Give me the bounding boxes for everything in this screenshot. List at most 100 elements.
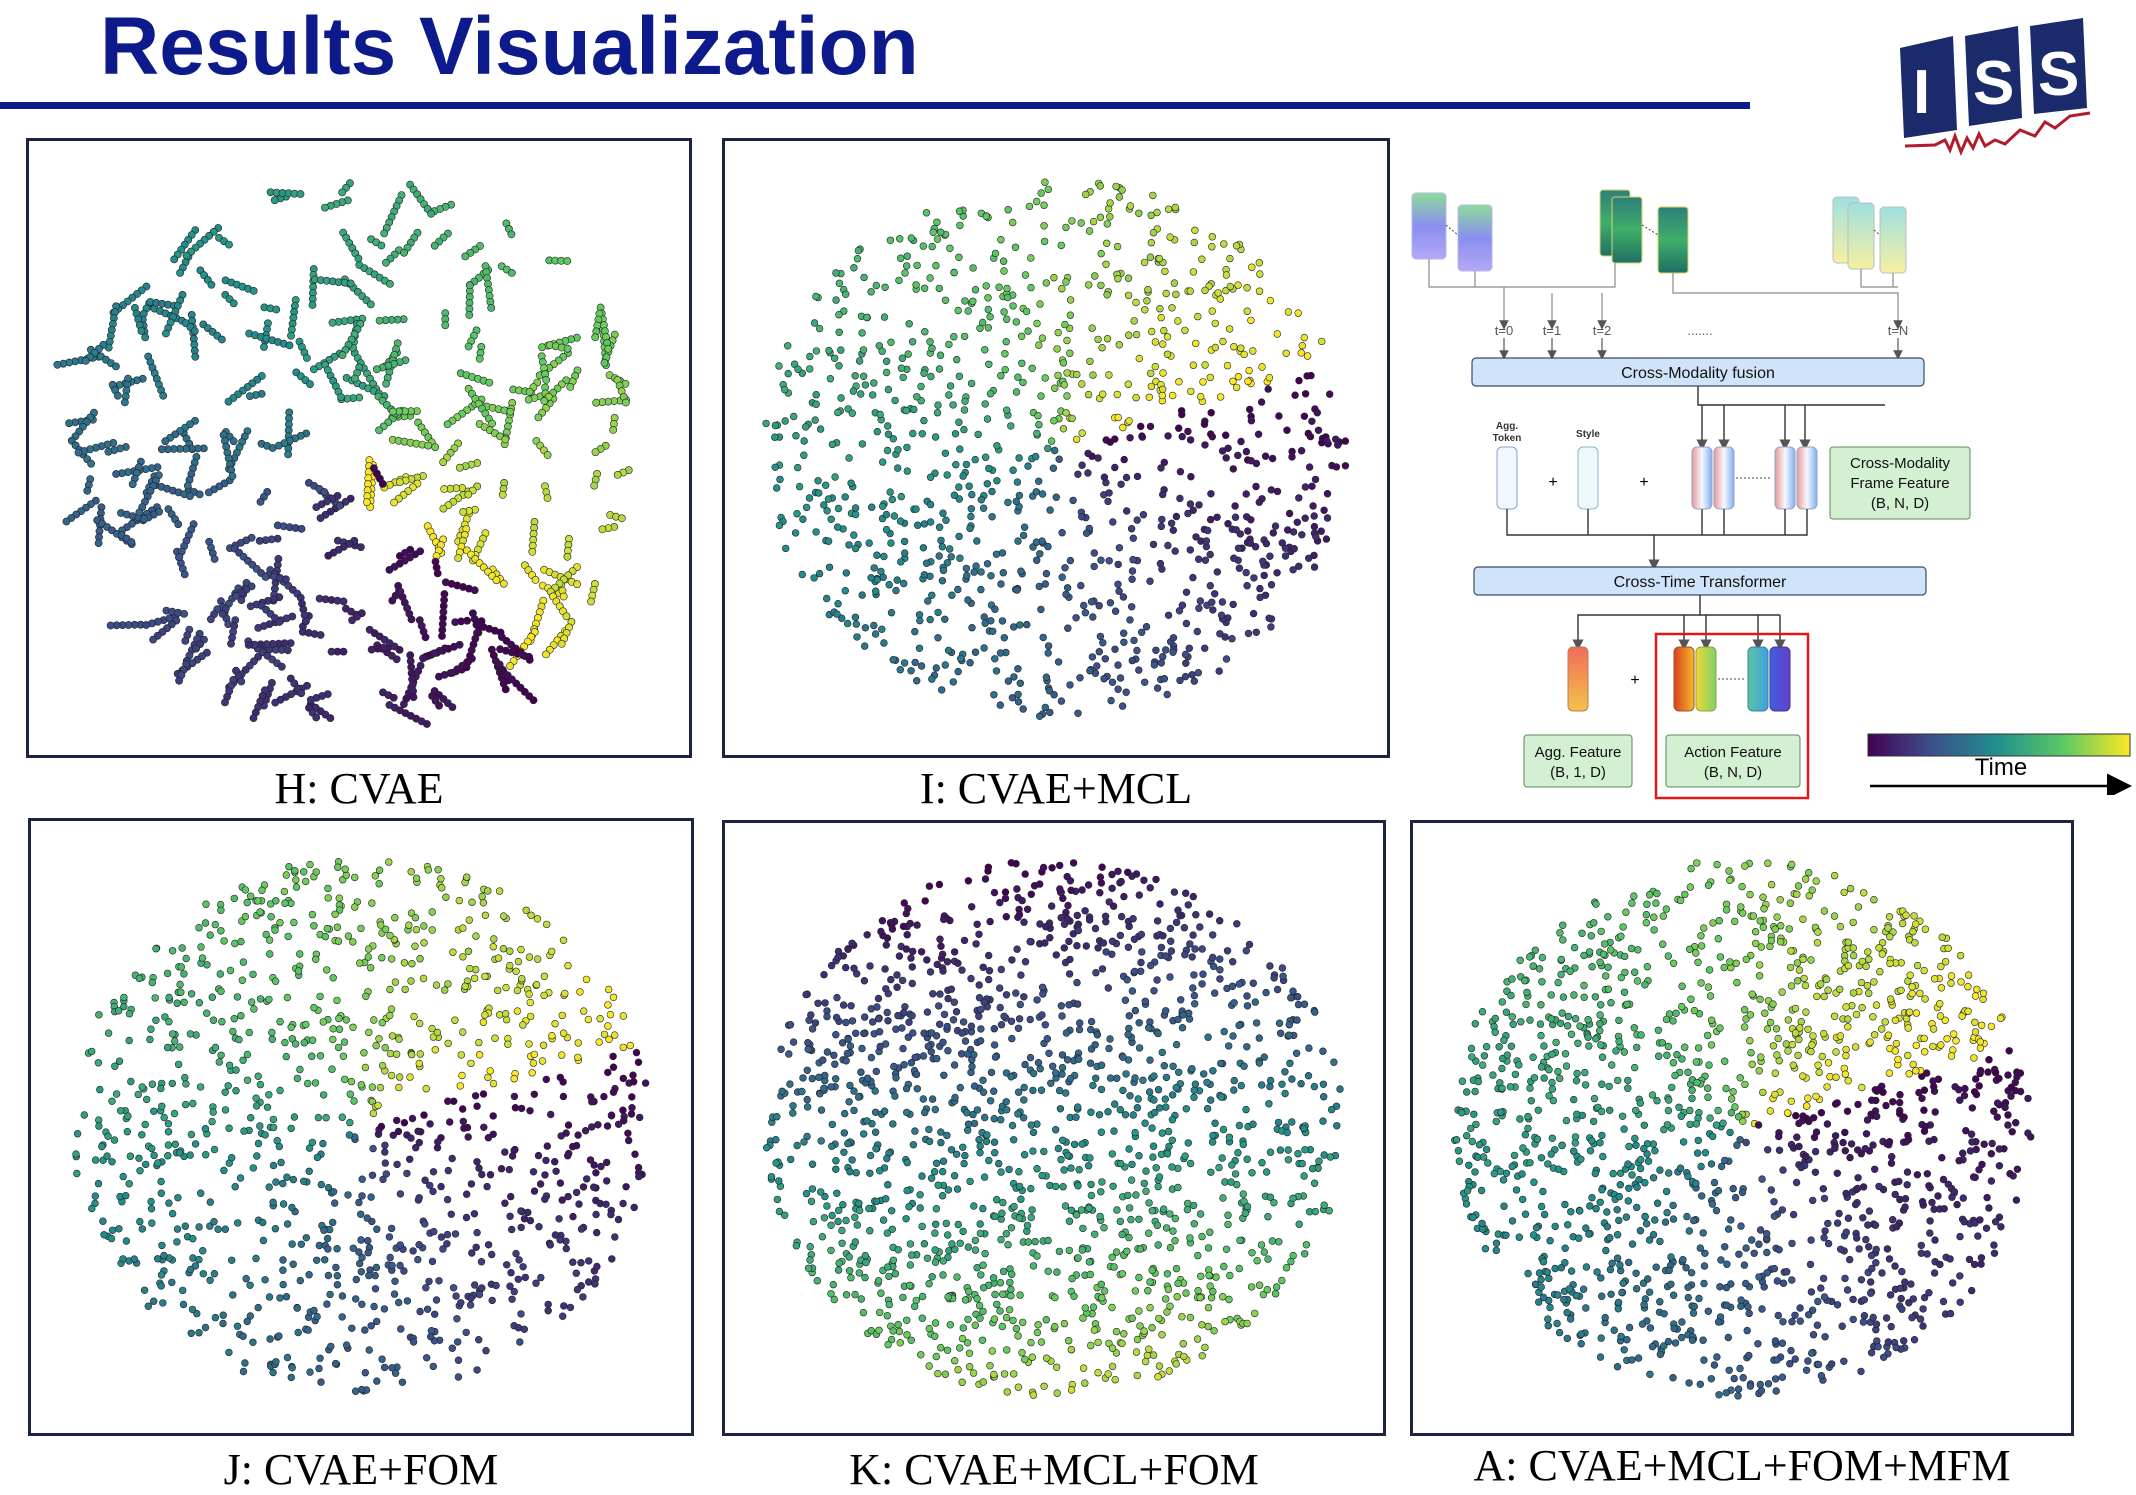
scatter-point [135,1154,143,1162]
scatter-point [1186,287,1194,295]
scatter-point [808,1160,817,1168]
scatter-point [882,510,891,519]
scatter-point [940,915,948,924]
scatter-point [354,254,363,263]
scatter-point [850,964,858,973]
scatter-point [227,639,235,648]
scatter-point [1149,228,1158,237]
scatter-point [1108,950,1116,959]
scatter-point [950,1172,959,1180]
scatter-point [955,418,963,426]
scatter-point [241,886,250,894]
scatter-point [981,619,989,627]
scatter-point [1141,997,1149,1006]
scatter-point [996,701,1004,709]
scatter-point [150,1151,158,1160]
scatter-point [833,1189,841,1197]
scatter-point [828,1142,836,1150]
scatter-point [635,1113,644,1122]
scatter-point [149,635,157,644]
scatter-point [609,1063,618,1071]
scatter-point [1059,894,1067,903]
scatter-point [210,1270,219,1278]
scatter-point [809,1217,818,1226]
scatter-point [1138,628,1146,636]
scatter-point [279,1256,287,1264]
scatter-point [297,1240,305,1248]
scatter-point [1322,535,1331,543]
scatter-point [94,1179,103,1188]
scatter-point [841,963,850,972]
scatter-point [990,1370,998,1379]
scatter-point [282,1052,291,1061]
scatter-point [130,1255,139,1263]
tsne-panel-k [722,820,1386,1436]
scatter-point [407,615,416,624]
scatter-point [1193,1335,1202,1343]
scatter-point [845,1253,853,1261]
scatter-point [1172,1264,1181,1273]
scatter-point [967,974,975,983]
scatter-point [518,975,526,983]
scatter-point [1057,1155,1065,1164]
scatter-point [1158,565,1166,573]
scatter-point [497,1165,506,1173]
scatter-point [250,1005,258,1013]
scatter-point [1154,1029,1162,1038]
scatter-point [1141,1357,1150,1366]
scatter-point [798,1087,806,1096]
scatter-point [952,1008,961,1016]
scatter-point [1243,1155,1251,1163]
scatter-point [312,955,320,964]
scatter-point [1147,961,1155,970]
scatter-point [170,255,179,264]
scatter-point [833,610,841,618]
scatter-point [1060,381,1068,389]
scatter-point [372,365,381,374]
scatter-point [861,624,870,632]
scatter-point [1230,343,1238,351]
scatter-point [1061,564,1069,572]
scatter-point [324,894,332,902]
scatter-point [1298,342,1306,350]
scatter-point [1072,1113,1080,1121]
scatter-point [798,570,807,579]
scatter-point [990,888,999,897]
scatter-point [909,947,917,956]
scatter-point [107,1234,116,1243]
scatter-point [587,597,595,606]
scatter-point [1120,1330,1128,1338]
scatter-point [985,975,993,984]
scatter-point [1135,354,1143,363]
scatter-point [848,939,856,948]
scatter-point [542,920,551,929]
scatter-point [377,1122,386,1131]
scatter-point [834,600,842,608]
scatter-point [855,1269,864,1277]
scatter-point [1270,1199,1278,1207]
scatter-point [1114,580,1122,588]
scatter-point [950,948,959,956]
scatter-point [883,1229,892,1237]
scatter-point [420,922,428,930]
scatter-point [246,1281,254,1289]
scatter-point [1014,893,1022,902]
scatter-point [186,1030,195,1038]
scatter-point [1105,489,1113,497]
scatter-point [195,490,204,499]
scatter-point [1124,274,1133,282]
scatter-point [1008,1121,1017,1130]
scatter-point [1054,371,1062,380]
scatter-point [635,1172,643,1181]
scatter-point [984,294,992,302]
scatter-point [501,1148,509,1156]
scatter-point [1095,648,1103,656]
scatter-point [1204,1303,1213,1312]
scatter-point [293,1074,302,1083]
scatter-point [1292,1049,1301,1058]
scatter-point [1215,1163,1223,1172]
scatter-point [254,1139,263,1148]
scatter-point [986,390,995,398]
scatter-point [1194,1287,1202,1295]
scatter-point [201,919,210,927]
